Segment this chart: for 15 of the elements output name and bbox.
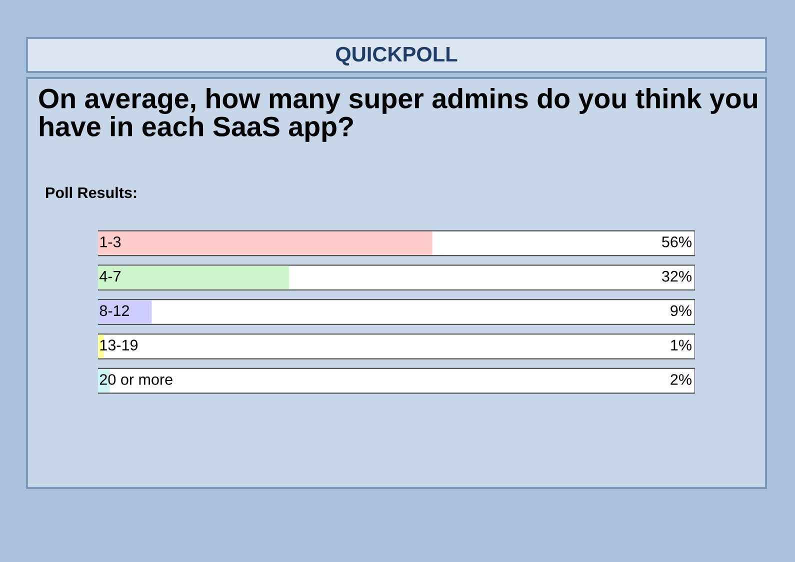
data-label: 2% [670,374,692,385]
chart-title: QUICKPOLL [336,46,458,66]
y-tick-label: 13-19 [100,340,138,350]
bar [98,266,290,290]
chart-subtitle: On average, how many super admins do you think you have in each SaaS app? [39,88,757,142]
y-tick-label: 1-3 [100,236,121,248]
y-tick-label: 20 or more [100,374,172,385]
text: Poll Results: [46,186,136,198]
data-label: 9% [670,305,692,316]
data-label: 56% [662,236,692,248]
data-label: 1% [671,340,692,350]
y-tick-label: 8-12 [100,305,130,316]
bar [98,300,152,324]
data-label: 32% [662,270,692,282]
y-tick-label: 4-7 [100,271,121,282]
